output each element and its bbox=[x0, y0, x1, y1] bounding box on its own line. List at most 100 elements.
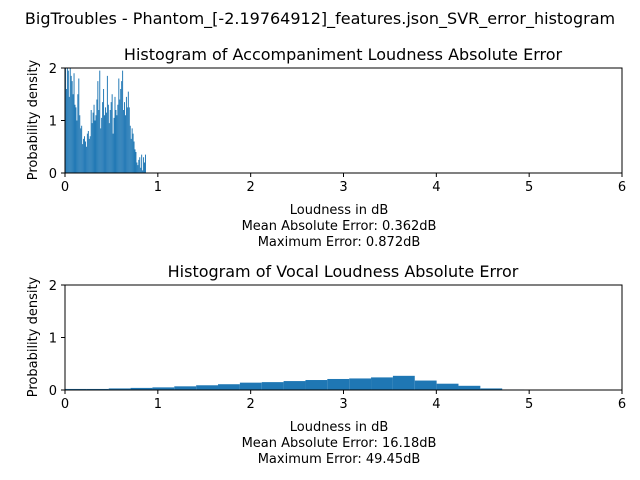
chart-title: Histogram of Accompaniment Loudness Abso… bbox=[124, 45, 563, 64]
x-tick-label: 1 bbox=[154, 180, 162, 195]
histogram-bar bbox=[392, 375, 415, 390]
histogram-bar bbox=[76, 120, 78, 173]
x-tick-label: 4 bbox=[432, 180, 440, 195]
plot-frame bbox=[64, 284, 623, 391]
histogram-bar bbox=[414, 380, 437, 390]
histogram-bar bbox=[349, 378, 372, 390]
histogram-bar bbox=[123, 110, 125, 173]
histogram-bar bbox=[83, 138, 85, 173]
histogram-bar bbox=[144, 154, 146, 173]
histogram-bar bbox=[116, 115, 118, 173]
histogram-bar bbox=[117, 104, 119, 173]
x-tick-label: 2 bbox=[247, 397, 255, 412]
x-tick-label: 2 bbox=[247, 180, 255, 195]
histogram-bar bbox=[106, 75, 108, 173]
x-tick-label: 0 bbox=[61, 180, 69, 195]
histogram-bar bbox=[109, 110, 111, 173]
histogram-bar bbox=[124, 102, 125, 173]
histogram-bar bbox=[66, 68, 68, 173]
x-tick-label: 0 bbox=[61, 397, 69, 412]
histogram-bar bbox=[132, 133, 134, 173]
histogram-bar bbox=[107, 104, 109, 173]
histogram-bar bbox=[305, 380, 328, 390]
histogram-bar bbox=[91, 123, 93, 173]
histogram-bar bbox=[128, 107, 130, 173]
histogram-bar bbox=[121, 81, 123, 173]
histogram-bar bbox=[95, 115, 97, 173]
histogram-bar bbox=[86, 388, 109, 390]
histogram-bar bbox=[71, 81, 73, 173]
histogram-bar bbox=[130, 138, 132, 173]
x-tick-label: 6 bbox=[618, 397, 626, 412]
histogram-bar bbox=[110, 102, 112, 173]
histogram-bar bbox=[125, 96, 127, 173]
histogram-bar bbox=[120, 89, 122, 173]
histogram-bar bbox=[137, 165, 139, 173]
histogram-bar bbox=[152, 387, 175, 390]
histogram-bar bbox=[79, 115, 81, 173]
histogram-bar bbox=[135, 152, 137, 173]
x-tick-label: 6 bbox=[618, 180, 626, 195]
y-axis-label: Probability density bbox=[26, 276, 41, 397]
histogram-bar bbox=[196, 385, 219, 390]
y-tick-label: 0 bbox=[49, 167, 57, 182]
histogram-bar bbox=[134, 149, 136, 173]
histogram-bar bbox=[261, 382, 284, 390]
figure-title: BigTroubles - Phantom_[-2.19764912]_feat… bbox=[25, 9, 615, 29]
max-error-note: Maximum Error: 0.872dB bbox=[258, 235, 421, 250]
histogram-bar bbox=[99, 70, 101, 173]
histogram-bar bbox=[142, 170, 144, 173]
histogram-bar bbox=[126, 107, 128, 173]
histogram-bar bbox=[98, 110, 100, 173]
histogram-bar bbox=[77, 94, 79, 173]
histogram-bar bbox=[102, 102, 104, 173]
histogram-bar bbox=[327, 378, 350, 390]
histogram-bar bbox=[89, 136, 91, 173]
y-axis-label: Probability density bbox=[26, 59, 41, 180]
histogram-bar bbox=[93, 104, 95, 173]
histogram-bar bbox=[96, 99, 98, 173]
chart-title: Histogram of Vocal Loudness Absolute Err… bbox=[168, 262, 519, 281]
x-tick-label: 1 bbox=[154, 397, 162, 412]
histogram-bar bbox=[105, 112, 107, 173]
histogram-bar bbox=[112, 133, 114, 173]
histogram-bar bbox=[90, 110, 92, 173]
histogram-bar bbox=[81, 125, 83, 173]
histogram-bar bbox=[74, 104, 76, 173]
histogram-bar bbox=[67, 70, 69, 173]
histogram-bar bbox=[68, 96, 70, 173]
bar-group bbox=[65, 68, 146, 173]
histogram-bar bbox=[108, 123, 110, 173]
y-axis-ticks: 0 1 2 bbox=[49, 279, 65, 399]
histogram-bar bbox=[92, 112, 94, 173]
histogram-bar bbox=[101, 117, 103, 173]
mean-error-note: Mean Absolute Error: 0.362dB bbox=[242, 219, 437, 234]
x-tick-label: 3 bbox=[339, 397, 347, 412]
histogram-bar bbox=[136, 162, 138, 173]
histogram-bar bbox=[80, 128, 82, 173]
subplot-accompaniment: Histogram of Accompaniment Loudness Abso… bbox=[26, 45, 626, 250]
histogram-bar bbox=[130, 387, 153, 390]
histogram-bar bbox=[131, 128, 133, 173]
histogram-bar bbox=[124, 115, 126, 173]
histogram-bar bbox=[75, 107, 77, 173]
bar-group bbox=[65, 375, 525, 390]
max-error-note: Maximum Error: 49.45dB bbox=[258, 452, 421, 467]
histogram-bar bbox=[139, 157, 141, 173]
histogram-bar bbox=[122, 70, 124, 173]
histogram-bar bbox=[104, 107, 106, 173]
histogram-bar bbox=[129, 125, 131, 173]
histogram-bar bbox=[127, 91, 129, 173]
y-tick-label: 0 bbox=[49, 384, 57, 399]
histogram-bar bbox=[87, 131, 89, 173]
histogram-bar bbox=[100, 128, 102, 173]
histogram-bar bbox=[458, 385, 481, 390]
histogram-bar bbox=[113, 117, 115, 173]
histogram-bar bbox=[70, 75, 72, 173]
histogram-bar bbox=[103, 89, 105, 173]
histogram-bar bbox=[69, 68, 71, 173]
histogram-bar bbox=[140, 167, 142, 173]
y-tick-label: 1 bbox=[49, 332, 57, 347]
x-tick-label: 5 bbox=[525, 180, 533, 195]
